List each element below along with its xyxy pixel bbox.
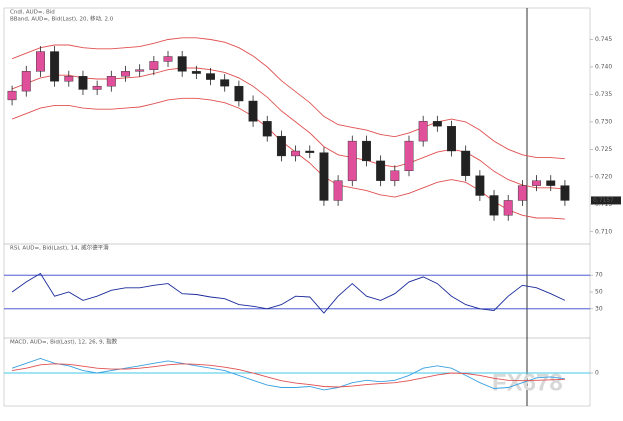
candle-body	[92, 85, 102, 90]
candle-body	[149, 61, 159, 70]
candle-body	[432, 121, 442, 127]
candle-body	[276, 135, 286, 157]
y-tick-label: 0.710	[595, 228, 612, 235]
candle-body	[220, 79, 230, 87]
candle-body	[404, 140, 414, 171]
candle-body	[333, 180, 343, 201]
legend-subtitle: BBand, AUD=, Bid(Last), 20, 移动, 2.0	[10, 15, 114, 23]
candle-body	[532, 180, 542, 186]
candle-body	[489, 195, 499, 216]
current-price: 0.7157	[593, 197, 614, 204]
series-line	[12, 363, 565, 388]
candle-body	[546, 180, 556, 186]
candle-body	[177, 56, 187, 72]
price-box	[591, 196, 621, 205]
candle-body	[50, 51, 60, 82]
series-line	[11, 272, 566, 314]
candle-body	[106, 76, 116, 87]
candle-body	[390, 170, 400, 181]
legend-title: Cndl, AUD=, Bid	[10, 10, 55, 16]
candle-body	[503, 200, 513, 216]
candle-body	[319, 152, 329, 201]
candle-body	[163, 56, 173, 62]
candle-body	[21, 71, 31, 92]
series-line	[11, 358, 565, 391]
y-tick-label: 50	[595, 289, 603, 296]
candle-body	[560, 185, 570, 201]
candle-body	[234, 85, 244, 102]
candle-body	[291, 150, 301, 157]
candle-body	[78, 76, 88, 90]
y-tick-label: 0.745	[595, 36, 612, 43]
candle-body	[461, 150, 471, 176]
candle-body	[206, 73, 215, 80]
y-tick-label: 0.740	[595, 63, 612, 70]
candle-body	[121, 71, 130, 77]
candle-body	[362, 140, 371, 162]
candle-body	[35, 51, 45, 72]
legend-title: RSI, AUD=, Bid(Last), 14, 威尔德平滑	[10, 244, 109, 252]
legend-title: MACD, AUD=, Bid(Last), 12, 26, 9, 指数	[10, 338, 118, 346]
candle-body	[418, 121, 428, 142]
candle-body	[64, 76, 74, 82]
y-tick-label: 0.725	[595, 146, 612, 153]
y-tick-label: 30	[595, 305, 603, 312]
candle-body	[447, 126, 456, 152]
candle-body	[347, 140, 357, 181]
candle-body	[376, 160, 386, 181]
y-tick-label: 70	[595, 272, 603, 279]
candle-body	[262, 121, 272, 137]
y-tick-label: 0.730	[595, 118, 612, 125]
y-tick-label: 0.735	[595, 91, 612, 98]
series-line	[11, 97, 565, 220]
candle-body	[7, 90, 17, 101]
candle-body	[517, 185, 527, 201]
series-line	[11, 67, 565, 190]
series-line	[11, 37, 565, 160]
candle-body	[475, 175, 485, 196]
plot-frame	[3, 7, 591, 407]
candle-body	[135, 69, 145, 72]
y-tick-label: 0	[595, 370, 599, 377]
candle-body	[191, 71, 201, 74]
candle-body	[248, 100, 258, 122]
watermark: FX678	[492, 369, 563, 396]
y-tick-label: 0.720	[595, 173, 612, 180]
candle-body	[305, 150, 315, 153]
